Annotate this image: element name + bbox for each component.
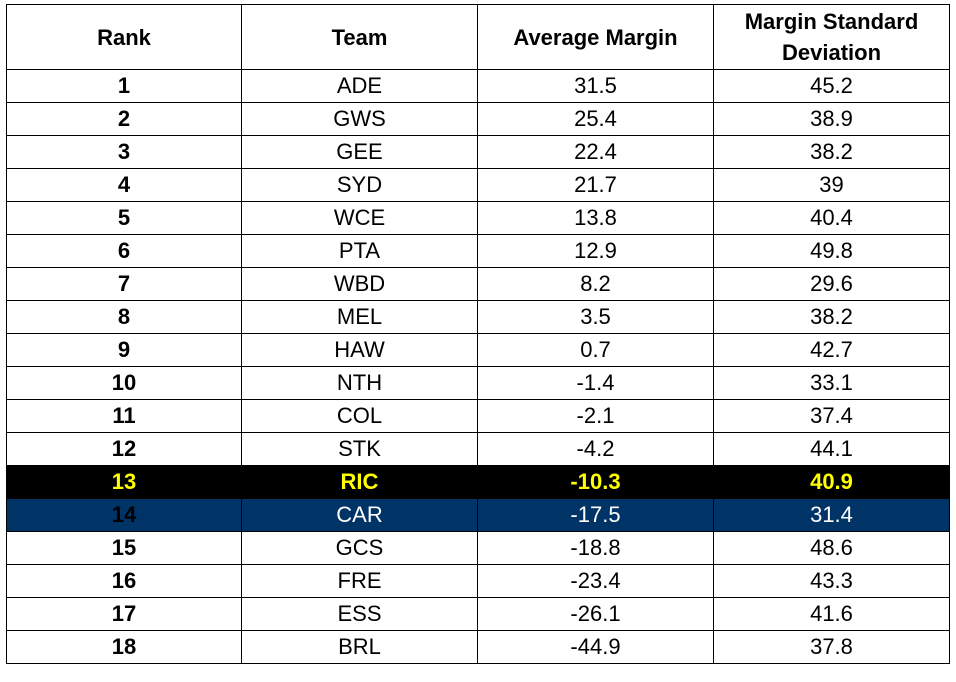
table-row: 3 GEE 22.4 38.2 (6, 135, 950, 169)
cell-team: PTA (241, 234, 478, 268)
table-row: 2 GWS 25.4 38.9 (6, 102, 950, 136)
cell-rank: 9 (6, 333, 242, 367)
cell-margin-sd: 39 (713, 168, 950, 202)
cell-average-margin: -17.5 (477, 498, 714, 532)
cell-margin-sd: 42.7 (713, 333, 950, 367)
cell-average-margin: -26.1 (477, 597, 714, 631)
cell-margin-sd: 40.4 (713, 201, 950, 235)
cell-margin-sd: 48.6 (713, 531, 950, 565)
cell-margin-sd: 45.2 (713, 69, 950, 103)
cell-average-margin: 0.7 (477, 333, 714, 367)
cell-rank: 4 (6, 168, 242, 202)
cell-margin-sd: 38.9 (713, 102, 950, 136)
cell-average-margin: -2.1 (477, 399, 714, 433)
cell-average-margin: -44.9 (477, 630, 714, 664)
cell-rank: 11 (6, 399, 242, 433)
header-rank: Rank (6, 4, 242, 70)
cell-team: ESS (241, 597, 478, 631)
header-margin-sd: Margin Standard Deviation (713, 4, 950, 70)
cell-rank: 10 (6, 366, 242, 400)
cell-average-margin: -4.2 (477, 432, 714, 466)
cell-team: GEE (241, 135, 478, 169)
table-row-highlighted-car: 14 CAR -17.5 31.4 (6, 498, 950, 532)
cell-average-margin: 13.8 (477, 201, 714, 235)
cell-margin-sd: 41.6 (713, 597, 950, 631)
cell-margin-sd: 31.4 (713, 498, 950, 532)
cell-average-margin: 31.5 (477, 69, 714, 103)
cell-rank: 13 (6, 465, 242, 499)
cell-average-margin: -23.4 (477, 564, 714, 598)
table-row: 1 ADE 31.5 45.2 (6, 69, 950, 103)
header-margin-sd-line1: Margin Standard (744, 9, 919, 34)
table-row: 16 FRE -23.4 43.3 (6, 564, 950, 598)
table-row: 10 NTH -1.4 33.1 (6, 366, 950, 400)
table-row: 18 BRL -44.9 37.8 (6, 630, 950, 664)
cell-team: ADE (241, 69, 478, 103)
cell-team: GWS (241, 102, 478, 136)
cell-average-margin: 21.7 (477, 168, 714, 202)
header-average-margin: Average Margin (477, 4, 714, 70)
table-row: 9 HAW 0.7 42.7 (6, 333, 950, 367)
cell-margin-sd: 44.1 (713, 432, 950, 466)
table-row: 8 MEL 3.5 38.2 (6, 300, 950, 334)
cell-rank: 2 (6, 102, 242, 136)
cell-team: NTH (241, 366, 478, 400)
cell-rank: 14 (6, 498, 242, 532)
table-row: 6 PTA 12.9 49.8 (6, 234, 950, 268)
cell-team: GCS (241, 531, 478, 565)
cell-margin-sd: 38.2 (713, 135, 950, 169)
cell-rank: 12 (6, 432, 242, 466)
cell-team: WCE (241, 201, 478, 235)
cell-rank: 17 (6, 597, 242, 631)
cell-team: STK (241, 432, 478, 466)
cell-margin-sd: 38.2 (713, 300, 950, 334)
table-row: 5 WCE 13.8 40.4 (6, 201, 950, 235)
cell-team: CAR (241, 498, 478, 532)
cell-margin-sd: 33.1 (713, 366, 950, 400)
cell-team: HAW (241, 333, 478, 367)
table-row-highlighted-ric: 13 RIC -10.3 40.9 (6, 465, 950, 499)
cell-rank: 15 (6, 531, 242, 565)
table-row: 7 WBD 8.2 29.6 (6, 267, 950, 301)
cell-team: FRE (241, 564, 478, 598)
table-row: 12 STK -4.2 44.1 (6, 432, 950, 466)
header-row: Rank Team Average Margin Margin Standard… (6, 4, 950, 70)
cell-team: BRL (241, 630, 478, 664)
cell-margin-sd: 37.4 (713, 399, 950, 433)
cell-margin-sd: 40.9 (713, 465, 950, 499)
cell-average-margin: 3.5 (477, 300, 714, 334)
cell-rank: 18 (6, 630, 242, 664)
cell-rank: 16 (6, 564, 242, 598)
cell-rank: 1 (6, 69, 242, 103)
cell-team: RIC (241, 465, 478, 499)
cell-team: MEL (241, 300, 478, 334)
cell-margin-sd: 49.8 (713, 234, 950, 268)
table-row: 17 ESS -26.1 41.6 (6, 597, 950, 631)
rankings-table: Rank Team Average Margin Margin Standard… (6, 4, 950, 664)
cell-average-margin: 8.2 (477, 267, 714, 301)
cell-team: COL (241, 399, 478, 433)
header-team: Team (241, 4, 478, 70)
header-margin-sd-line2: Deviation (781, 40, 882, 65)
cell-team: SYD (241, 168, 478, 202)
table-row: 4 SYD 21.7 39 (6, 168, 950, 202)
cell-average-margin: 12.9 (477, 234, 714, 268)
cell-rank: 5 (6, 201, 242, 235)
cell-team: WBD (241, 267, 478, 301)
cell-average-margin: 25.4 (477, 102, 714, 136)
cell-margin-sd: 29.6 (713, 267, 950, 301)
cell-margin-sd: 37.8 (713, 630, 950, 664)
cell-average-margin: -10.3 (477, 465, 714, 499)
cell-average-margin: -18.8 (477, 531, 714, 565)
cell-rank: 7 (6, 267, 242, 301)
cell-average-margin: 22.4 (477, 135, 714, 169)
cell-rank: 8 (6, 300, 242, 334)
cell-margin-sd: 43.3 (713, 564, 950, 598)
cell-rank: 6 (6, 234, 242, 268)
table-row: 15 GCS -18.8 48.6 (6, 531, 950, 565)
cell-average-margin: -1.4 (477, 366, 714, 400)
table-row: 11 COL -2.1 37.4 (6, 399, 950, 433)
cell-rank: 3 (6, 135, 242, 169)
